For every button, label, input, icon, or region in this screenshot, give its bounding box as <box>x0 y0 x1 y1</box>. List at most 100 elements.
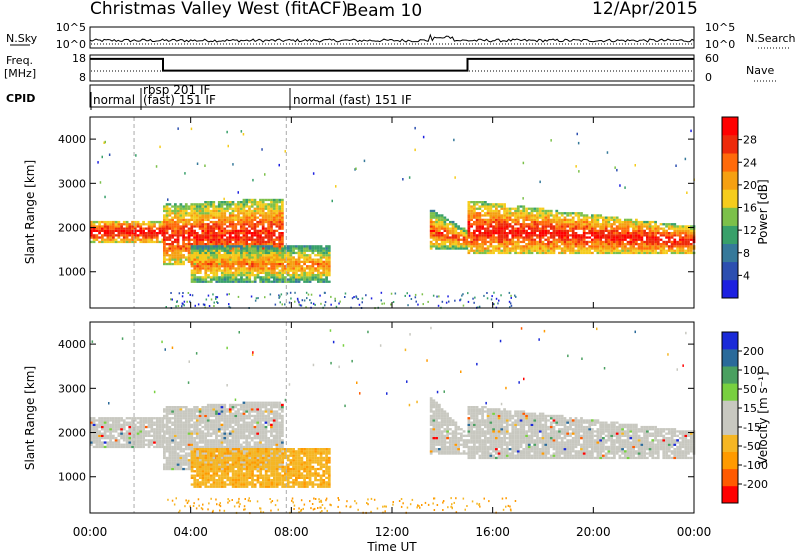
range-cell <box>204 280 208 283</box>
range-cell <box>538 234 542 237</box>
range-cell <box>484 247 487 250</box>
range-cell <box>689 249 693 252</box>
range-cell <box>273 276 276 279</box>
range-cell <box>147 240 151 244</box>
range-cell <box>165 421 169 424</box>
range-cell <box>201 406 205 409</box>
range-cell <box>678 234 682 237</box>
range-cell <box>656 247 660 250</box>
scatter-point <box>228 305 230 308</box>
range-cell <box>198 236 202 239</box>
range-cell <box>187 437 191 440</box>
range-cell <box>429 236 433 239</box>
scatter-point <box>432 294 435 297</box>
scatter-point <box>407 304 409 307</box>
range-cell <box>473 205 476 208</box>
range-cell <box>201 229 205 232</box>
scatter-point <box>228 303 230 306</box>
range-cell <box>158 229 162 232</box>
range-cell <box>184 423 188 426</box>
range-cell <box>90 423 93 426</box>
range-cell <box>218 254 221 257</box>
range-cell <box>231 406 235 409</box>
scatter-point <box>237 295 240 298</box>
range-cell <box>117 439 121 442</box>
range-cell <box>267 236 271 239</box>
range-cell <box>547 238 550 241</box>
range-cell <box>327 251 331 255</box>
range-cell <box>231 220 235 224</box>
range-cell <box>217 419 221 422</box>
range-cell <box>306 256 309 259</box>
range-cell <box>322 262 326 266</box>
scatter-point <box>577 141 580 145</box>
range-cell <box>147 432 151 435</box>
range-cell <box>560 247 564 250</box>
range-cell <box>577 212 581 215</box>
range-cell <box>163 251 166 255</box>
range-cell <box>158 423 162 426</box>
range-cell <box>248 205 251 208</box>
range-cell <box>516 205 520 208</box>
range-cell <box>443 227 447 230</box>
range-cell <box>204 414 207 418</box>
range-cell <box>239 218 243 221</box>
range-cell <box>544 249 548 252</box>
range-cell <box>120 234 123 237</box>
range-cell <box>514 245 517 248</box>
range-cell <box>253 229 257 232</box>
range-cell <box>168 456 172 460</box>
range-cell <box>552 240 556 244</box>
range-cell <box>632 247 635 250</box>
range-cell <box>267 240 271 244</box>
range-cell <box>560 218 564 221</box>
range-cell <box>98 430 101 433</box>
range-cell <box>259 243 262 246</box>
range-cell <box>684 240 688 244</box>
range-cell <box>646 236 649 239</box>
range-cell <box>158 434 162 437</box>
range-cell <box>582 223 586 226</box>
range-cell <box>325 258 328 261</box>
range-cell <box>478 205 482 208</box>
range-cell <box>209 243 213 246</box>
range-cell <box>261 205 265 208</box>
range-cell <box>555 216 559 219</box>
range-cell <box>195 216 199 219</box>
range-cell <box>538 236 542 239</box>
range-cell <box>602 223 605 226</box>
range-cell <box>599 251 603 255</box>
range-cell <box>90 434 93 437</box>
range-cell <box>511 220 515 224</box>
scatter-point <box>284 303 286 306</box>
range-cell <box>522 238 526 241</box>
range-cell <box>256 245 260 248</box>
range-cell <box>174 251 177 255</box>
range-cell <box>497 220 501 224</box>
scatter-point <box>177 127 179 130</box>
scatter-point <box>280 293 283 296</box>
range-cell <box>574 225 578 228</box>
scatter-point <box>176 301 178 303</box>
range-cell <box>599 214 603 217</box>
range-cell <box>165 214 169 217</box>
range-cell <box>161 417 165 420</box>
range-cell <box>602 220 605 224</box>
range-cell <box>248 229 251 232</box>
range-cell <box>251 247 254 250</box>
range-cell <box>470 207 473 210</box>
range-cell <box>489 236 493 239</box>
range-cell <box>289 280 293 283</box>
range-cell <box>109 437 112 440</box>
range-cell <box>527 207 531 210</box>
nsearch-tick-low: 10^0 <box>705 38 735 51</box>
range-cell <box>193 260 197 263</box>
range-cell <box>281 212 284 215</box>
range-cell <box>125 441 129 444</box>
range-cell <box>492 238 495 241</box>
range-cell <box>176 207 180 210</box>
range-cell <box>201 212 205 215</box>
range-cell <box>574 212 578 215</box>
range-cell <box>212 278 216 281</box>
range-cell <box>621 234 624 237</box>
